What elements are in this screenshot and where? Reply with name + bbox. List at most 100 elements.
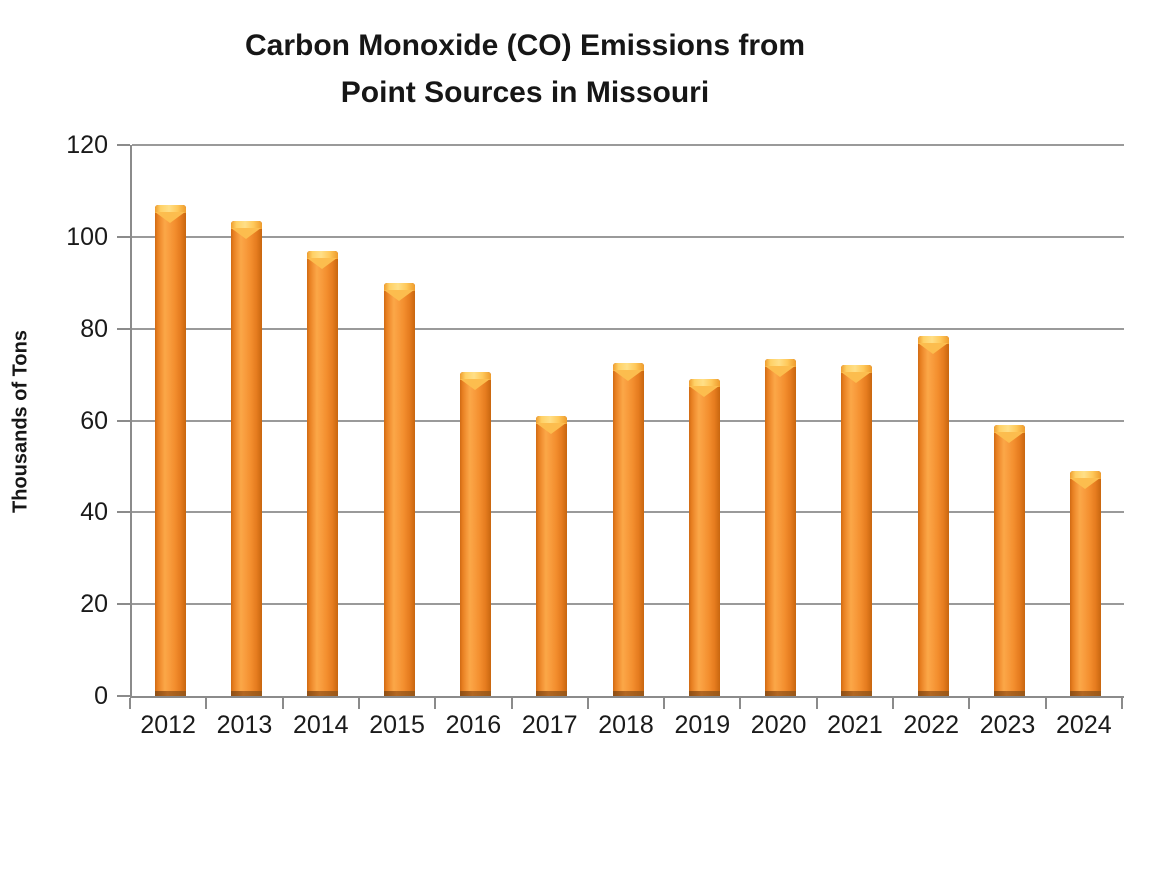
bar-2020 xyxy=(765,359,797,696)
x-tick-label-2024: 2024 xyxy=(1056,711,1112,739)
bar-cap-2018 xyxy=(612,363,644,371)
bar-cap-chevron-2015 xyxy=(383,290,414,301)
gridline-120 xyxy=(132,144,1124,146)
bar-foot-2015 xyxy=(383,691,415,696)
bar-cap-chevron-2024 xyxy=(1070,478,1101,489)
bar-cap-chevron-2021 xyxy=(841,372,872,383)
bar-cap-chevron-2014 xyxy=(307,258,338,269)
y-tick-label-60: 60 xyxy=(80,406,108,435)
y-tick-mark-120 xyxy=(117,144,130,146)
bar-cap-2024 xyxy=(1070,471,1102,479)
bar-foot-2014 xyxy=(307,691,339,696)
x-tick-label-2020: 2020 xyxy=(750,711,807,739)
bar-cap-2012 xyxy=(154,205,186,213)
bar-2021 xyxy=(841,365,873,696)
bar-cap-2015 xyxy=(383,283,415,291)
bar-foot-2021 xyxy=(841,691,873,696)
bar-2014 xyxy=(307,251,339,696)
y-tick-mark-40 xyxy=(117,511,130,514)
gridline-100 xyxy=(132,235,1124,238)
x-tick-label-2022: 2022 xyxy=(903,711,960,739)
bar-2024 xyxy=(1070,471,1102,696)
bar-cap-chevron-2017 xyxy=(536,423,567,434)
bar-2019 xyxy=(688,379,720,696)
x-tick-mark-4 xyxy=(434,698,437,709)
x-tick-mark-3 xyxy=(357,698,360,709)
x-tick-mark-2 xyxy=(281,698,284,709)
x-tick-mark-12 xyxy=(1044,698,1047,709)
y-tick-mark-60 xyxy=(117,419,130,422)
gridline-80 xyxy=(132,327,1124,330)
bar-2023 xyxy=(994,425,1026,696)
bar-foot-2017 xyxy=(536,691,568,696)
bar-2015 xyxy=(383,283,415,696)
bar-cap-2023 xyxy=(994,425,1026,433)
x-tick-label-2021: 2021 xyxy=(827,711,883,739)
bar-cap-2014 xyxy=(307,251,339,259)
x-tick-label-2014: 2014 xyxy=(292,711,349,739)
y-tick-mark-0 xyxy=(117,695,130,697)
x-tick-label-2017: 2017 xyxy=(521,711,578,739)
bar-foot-2018 xyxy=(612,691,644,696)
bar-cap-chevron-2023 xyxy=(994,432,1025,443)
x-tick-mark-0 xyxy=(129,698,131,709)
bar-cap-chevron-2019 xyxy=(688,386,719,397)
bar-cap-chevron-2016 xyxy=(459,379,490,390)
x-tick-mark-8 xyxy=(739,698,742,709)
x-tick-label-2018: 2018 xyxy=(598,711,654,739)
y-tick-label-20: 20 xyxy=(80,590,108,619)
bar-cap-2016 xyxy=(459,372,491,380)
y-tick-label-80: 80 xyxy=(80,314,108,343)
bar-cap-chevron-2012 xyxy=(154,212,185,223)
x-tick-mark-7 xyxy=(663,698,666,709)
x-tick-mark-9 xyxy=(815,698,818,709)
y-tick-label-0: 0 xyxy=(94,682,108,710)
x-tick-label-2019: 2019 xyxy=(674,711,731,739)
y-tick-mark-80 xyxy=(117,327,130,330)
bar-cap-chevron-2013 xyxy=(230,228,261,239)
bar-foot-2016 xyxy=(459,691,491,696)
bar-2022 xyxy=(917,336,949,696)
x-tick-label-2013: 2013 xyxy=(216,711,273,739)
bar-foot-2022 xyxy=(917,691,949,696)
chart-title: Carbon Monoxide (CO) Emissions from Poin… xyxy=(0,22,1050,116)
y-tick-label-100: 100 xyxy=(66,222,108,251)
x-tick-mark-1 xyxy=(205,698,208,709)
x-tick-mark-10 xyxy=(892,698,895,709)
x-tick-mark-5 xyxy=(510,698,513,709)
bar-2013 xyxy=(230,221,262,696)
bar-foot-2019 xyxy=(688,691,720,696)
bar-cap-chevron-2022 xyxy=(917,343,948,354)
bar-foot-2013 xyxy=(230,691,262,696)
y-tick-label-120: 120 xyxy=(66,131,108,159)
x-tick-mark-6 xyxy=(586,698,589,709)
x-tick-label-2023: 2023 xyxy=(979,711,1036,739)
bar-2016 xyxy=(459,372,491,696)
bar-foot-2023 xyxy=(994,691,1026,696)
y-tick-label-40: 40 xyxy=(80,498,108,527)
bar-cap-chevron-2020 xyxy=(765,366,796,377)
plot-area xyxy=(130,144,1124,698)
bar-foot-2024 xyxy=(1070,691,1102,696)
bar-cap-2017 xyxy=(536,416,568,424)
bar-cap-2022 xyxy=(917,336,949,344)
x-tick-label-2015: 2015 xyxy=(369,711,425,739)
bar-2012 xyxy=(154,205,186,696)
x-tick-mark-13 xyxy=(1121,698,1123,709)
chart-title-line2: Point Sources in Missouri xyxy=(340,76,710,109)
bar-2017 xyxy=(536,416,568,696)
bar-cap-2013 xyxy=(230,221,262,229)
y-tick-mark-20 xyxy=(117,603,130,606)
y-tick-mark-100 xyxy=(117,235,130,238)
bar-cap-chevron-2018 xyxy=(612,370,643,381)
bar-cap-2019 xyxy=(688,379,720,387)
x-tick-mark-11 xyxy=(968,698,971,709)
chart-title-line1: Carbon Monoxide (CO) Emissions from xyxy=(244,29,806,62)
bar-foot-2012 xyxy=(154,691,186,696)
bar-2018 xyxy=(612,363,644,696)
bar-foot-2020 xyxy=(765,691,797,696)
bar-cap-2020 xyxy=(765,359,797,367)
x-tick-label-2016: 2016 xyxy=(445,711,502,739)
bar-cap-2021 xyxy=(841,365,873,373)
